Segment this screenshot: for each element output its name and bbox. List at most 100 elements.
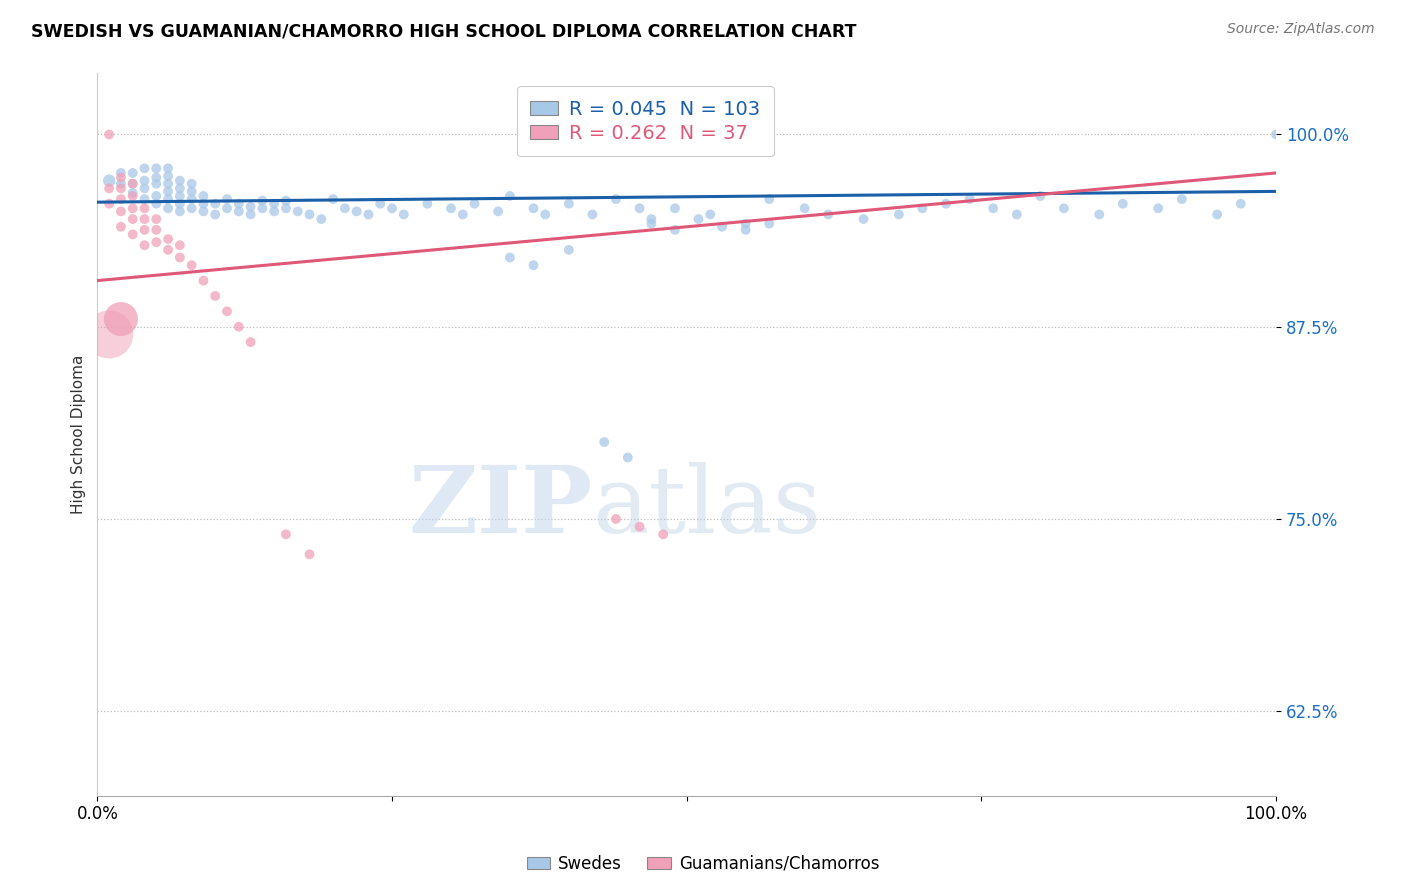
- Point: [110, 181, 132, 195]
- Point: [392, 207, 415, 221]
- Point: [121, 189, 143, 203]
- Point: [98, 173, 121, 187]
- Point: [464, 196, 486, 211]
- Point: [180, 258, 202, 272]
- Text: Source: ZipAtlas.com: Source: ZipAtlas.com: [1227, 22, 1375, 37]
- Point: [228, 319, 250, 334]
- Point: [215, 202, 238, 216]
- Point: [169, 181, 191, 195]
- Point: [381, 202, 404, 216]
- Point: [215, 192, 238, 206]
- Point: [121, 177, 143, 191]
- Point: [298, 207, 321, 221]
- Point: [169, 173, 191, 187]
- Point: [239, 200, 262, 214]
- Point: [758, 217, 780, 231]
- Point: [145, 212, 167, 227]
- Point: [558, 243, 581, 257]
- Point: [110, 166, 132, 180]
- Point: [110, 177, 132, 191]
- Point: [134, 238, 156, 252]
- Point: [157, 161, 180, 176]
- Point: [368, 196, 391, 211]
- Point: [180, 185, 202, 199]
- Point: [699, 207, 721, 221]
- Point: [145, 170, 167, 185]
- Point: [145, 196, 167, 211]
- Point: [981, 202, 1004, 216]
- Text: SWEDISH VS GUAMANIAN/CHAMORRO HIGH SCHOOL DIPLOMA CORRELATION CHART: SWEDISH VS GUAMANIAN/CHAMORRO HIGH SCHOO…: [31, 22, 856, 40]
- Point: [758, 192, 780, 206]
- Point: [193, 196, 215, 211]
- Point: [228, 204, 250, 219]
- Point: [145, 235, 167, 249]
- Point: [1005, 207, 1028, 221]
- Point: [121, 177, 143, 191]
- Point: [98, 128, 121, 142]
- Point: [180, 177, 202, 191]
- Point: [322, 192, 344, 206]
- Point: [605, 192, 627, 206]
- Point: [145, 223, 167, 237]
- Point: [416, 196, 439, 211]
- Point: [157, 243, 180, 257]
- Point: [440, 202, 463, 216]
- Point: [935, 196, 957, 211]
- Point: [522, 258, 544, 272]
- Point: [287, 204, 309, 219]
- Point: [157, 177, 180, 191]
- Point: [793, 202, 815, 216]
- Point: [134, 161, 156, 176]
- Point: [593, 435, 616, 450]
- Point: [121, 202, 143, 216]
- Point: [817, 207, 839, 221]
- Point: [157, 232, 180, 246]
- Point: [346, 204, 368, 219]
- Point: [1053, 202, 1076, 216]
- Point: [298, 547, 321, 561]
- Point: [121, 212, 143, 227]
- Point: [959, 192, 981, 206]
- Point: [204, 196, 226, 211]
- Point: [734, 223, 756, 237]
- Point: [204, 207, 226, 221]
- Point: [134, 192, 156, 206]
- Point: [145, 177, 167, 191]
- Point: [134, 212, 156, 227]
- Point: [1088, 207, 1111, 221]
- Text: atlas: atlas: [592, 462, 821, 551]
- Point: [486, 204, 509, 219]
- Point: [263, 196, 285, 211]
- Point: [357, 207, 380, 221]
- Point: [145, 189, 167, 203]
- Point: [157, 192, 180, 206]
- Point: [110, 170, 132, 185]
- Point: [1112, 196, 1135, 211]
- Point: [239, 335, 262, 350]
- Point: [169, 189, 191, 203]
- Point: [852, 212, 875, 227]
- Point: [534, 207, 557, 221]
- Point: [110, 204, 132, 219]
- Point: [145, 161, 167, 176]
- Point: [157, 169, 180, 183]
- Point: [911, 202, 934, 216]
- Point: [169, 251, 191, 265]
- Point: [228, 196, 250, 211]
- Point: [157, 202, 180, 216]
- Point: [333, 202, 356, 216]
- Point: [110, 192, 132, 206]
- Point: [628, 202, 651, 216]
- Point: [451, 207, 474, 221]
- Point: [887, 207, 910, 221]
- Point: [711, 219, 734, 234]
- Point: [522, 202, 544, 216]
- Point: [169, 238, 191, 252]
- Point: [1029, 189, 1052, 203]
- Point: [274, 202, 297, 216]
- Y-axis label: High School Diploma: High School Diploma: [72, 355, 86, 514]
- Point: [134, 181, 156, 195]
- Point: [734, 217, 756, 231]
- Point: [640, 212, 662, 227]
- Text: ZIP: ZIP: [408, 462, 592, 551]
